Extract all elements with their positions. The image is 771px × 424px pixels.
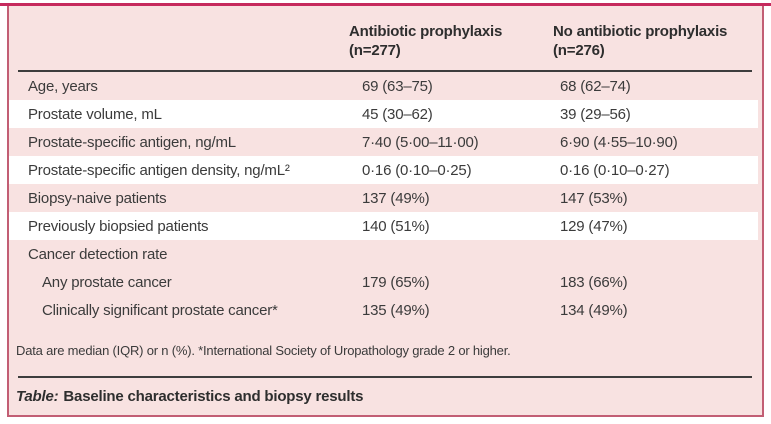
table-footnote: Data are median (IQR) or n (%). *Interna…: [16, 342, 511, 358]
value-antibiotic: 45 (30–62): [362, 105, 433, 123]
value-antibiotic: 0·16 (0·10–0·25): [362, 161, 472, 179]
value-antibiotic: 179 (65%): [362, 273, 430, 291]
header-spacer: [9, 6, 349, 22]
table-header-row: Antibiotic prophylaxis (n=277) No antibi…: [9, 6, 762, 70]
row-label: Prostate-specific antigen, ng/mL: [28, 133, 236, 151]
table-row-clinically-significant: Clinically significant prostate cancer* …: [9, 296, 762, 324]
table-row-any-prostate-cancer: Any prostate cancer 179 (65%) 183 (66%): [9, 268, 762, 296]
column-header-no-antibiotic-n: (n=276): [553, 42, 605, 59]
value-no-antibiotic: 183 (66%): [560, 273, 628, 291]
value-antibiotic: 135 (49%): [362, 301, 430, 319]
value-antibiotic: 69 (63–75): [362, 77, 433, 95]
table-row-cancer-detection-rate: Cancer detection rate: [9, 240, 762, 268]
column-header-no-antibiotic: No antibiotic prophylaxis (n=276): [553, 6, 762, 60]
table-card: Antibiotic prophylaxis (n=277) No antibi…: [7, 6, 764, 417]
table-row-psa-density: Prostate-specific antigen density, ng/mL…: [9, 156, 758, 184]
value-no-antibiotic: 0·16 (0·10–0·27): [560, 161, 670, 179]
row-label: Biopsy-naive patients: [28, 189, 167, 207]
table-row-biopsy-naive: Biopsy-naive patients 137 (49%) 147 (53%…: [9, 184, 762, 212]
value-no-antibiotic: 6·90 (4·55–10·90): [560, 133, 678, 151]
row-label: Clinically significant prostate cancer*: [42, 301, 278, 319]
row-label: Prostate volume, mL: [28, 105, 162, 123]
table-row-psa: Prostate-specific antigen, ng/mL 7·40 (5…: [9, 128, 762, 156]
value-antibiotic: 7·40 (5·00–11·00): [362, 133, 479, 151]
table-row-prostate-volume: Prostate volume, mL 45 (30–62) 39 (29–56…: [9, 100, 758, 128]
value-no-antibiotic: 134 (49%): [560, 301, 628, 319]
table-caption-prefix: Table:: [16, 388, 59, 405]
value-antibiotic: 140 (51%): [362, 217, 430, 235]
table-caption: Table: Baseline characteristics and biop…: [9, 378, 762, 415]
column-header-antibiotic-title: Antibiotic prophylaxis: [349, 23, 503, 40]
value-no-antibiotic: 68 (62–74): [560, 77, 631, 95]
value-no-antibiotic: 39 (29–56): [560, 105, 631, 123]
value-no-antibiotic: 129 (47%): [560, 217, 628, 235]
table-row-age: Age, years 69 (63–75) 68 (62–74): [9, 72, 762, 100]
value-no-antibiotic: 147 (53%): [560, 189, 628, 207]
column-header-antibiotic: Antibiotic prophylaxis (n=277): [349, 6, 553, 60]
column-header-antibiotic-n: (n=277): [349, 42, 401, 59]
column-header-no-antibiotic-title: No antibiotic prophylaxis: [553, 23, 728, 40]
section-row-label: Cancer detection rate: [28, 245, 168, 263]
value-antibiotic: 137 (49%): [362, 189, 430, 207]
row-label: Previously biopsied patients: [28, 217, 209, 235]
caption-rule: [18, 376, 752, 378]
row-label: Prostate-specific antigen density, ng/mL…: [28, 161, 290, 179]
page-top-rule: [0, 3, 771, 6]
header-rule: [18, 70, 752, 72]
row-label: Any prostate cancer: [42, 273, 172, 291]
row-label: Age, years: [28, 77, 98, 95]
table-row-previously-biopsied: Previously biopsied patients 140 (51%) 1…: [9, 212, 758, 240]
table-caption-text: Baseline characteristics and biopsy resu…: [63, 388, 364, 405]
